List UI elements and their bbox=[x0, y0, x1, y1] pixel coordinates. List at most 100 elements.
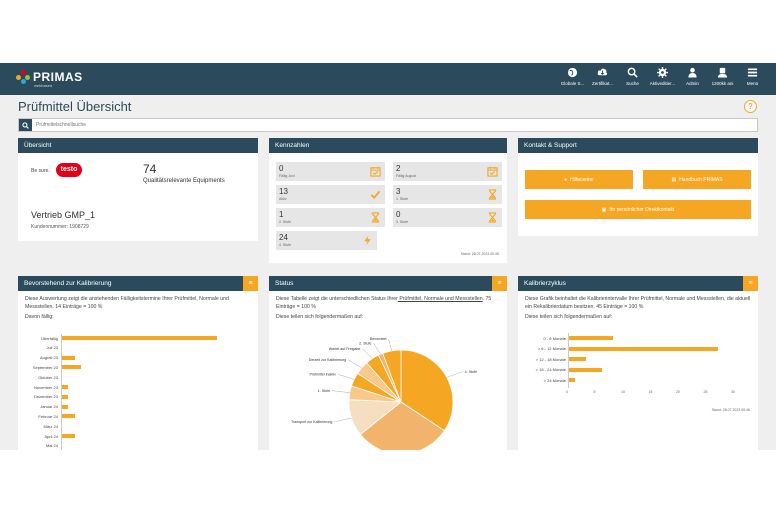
pie-slice-label: 2. Stufe bbox=[359, 341, 371, 345]
cal-bar bbox=[62, 434, 75, 438]
account-name: Vertrieb GMP_1 bbox=[31, 210, 96, 220]
cycle-tick-label: 20 bbox=[676, 389, 680, 394]
kpi-faellig-august[interactable]: 2 Fällig August bbox=[393, 162, 502, 181]
brand-name: PRIMAS bbox=[33, 70, 83, 84]
cycle-panel: Kalibrierzyklus ≡ Diese Grafik beinhalte… bbox=[518, 276, 758, 450]
cycle-header: Kalibrierzyklus ≡ bbox=[518, 276, 758, 291]
calibration-menu-button[interactable]: ≡ bbox=[243, 276, 258, 291]
status-equipment-link[interactable]: Prüfmittel, Normale und Messstellen bbox=[397, 296, 483, 302]
cal-bar bbox=[62, 365, 82, 370]
cal-category-label: Dezember 23 bbox=[33, 394, 58, 400]
user-icon bbox=[717, 67, 728, 78]
quick-search bbox=[18, 118, 758, 132]
pie-slice-label: 4. Stufe bbox=[465, 370, 477, 374]
cycle-category-label: > 6 - 12 Monate bbox=[537, 346, 566, 351]
cloud-download-icon bbox=[597, 67, 608, 78]
pie-leader-line bbox=[337, 374, 355, 380]
equipment-count-label: Qualitätsrelevante Equipments bbox=[143, 178, 225, 184]
kpi-title: Kennzahlen bbox=[275, 142, 310, 149]
status-pie-chart: 4. StufeAktivTransport zur Kalibrierung1… bbox=[291, 337, 477, 450]
nav-admin[interactable]: Admin bbox=[679, 67, 706, 86]
cycle-tick-label: 25 bbox=[703, 389, 708, 394]
cal-bar bbox=[62, 336, 217, 340]
help-button[interactable]: ? bbox=[744, 100, 757, 113]
cal-category-label: Januar 24 bbox=[40, 404, 58, 410]
kpi-stufe-1[interactable]: 3 1. Stufe bbox=[393, 185, 502, 204]
calibration-title: Bevorstehend zur Kalibrierung bbox=[24, 280, 112, 287]
pie-leader-line bbox=[348, 359, 362, 368]
cycle-tick-label: 5 bbox=[593, 389, 596, 394]
pie-slice[interactable] bbox=[359, 401, 445, 450]
kpi-header: Kennzahlen bbox=[269, 138, 507, 153]
nav-globale-suche[interactable]: Globale S... bbox=[559, 67, 586, 86]
nav-suche[interactable]: Suche bbox=[619, 67, 646, 86]
page-title: Prüfmittel Übersicht bbox=[18, 99, 132, 114]
pie-slice-label: Bevorratet bbox=[370, 337, 387, 341]
pie-slice-label: Derzeit zur Kalibrierung bbox=[309, 358, 347, 362]
cal-category-label: April 24 bbox=[44, 433, 58, 439]
cycle-timestamp: Stand: 28.07.2023 00:46 bbox=[711, 408, 750, 412]
cycle-tick-label: 0 bbox=[566, 389, 568, 394]
cycle-menu-button[interactable]: ≡ bbox=[743, 276, 758, 291]
cal-category-label: Mai 24 bbox=[45, 443, 58, 449]
kpi-timestamp: Stand: 28.07.2023 00:46 bbox=[460, 252, 499, 256]
customer-number: Kundennummer: 1908729 bbox=[31, 224, 89, 230]
cal-category-label: Überfällig bbox=[41, 335, 58, 341]
search-input[interactable] bbox=[32, 119, 757, 131]
pie-leader-line bbox=[446, 371, 463, 378]
cal-bar bbox=[62, 385, 69, 389]
nav-zertifikate[interactable]: Zertifikat... bbox=[589, 67, 616, 86]
cycle-bar bbox=[569, 357, 586, 361]
kpi-faellig-juni[interactable]: 0 Fällig Juni bbox=[276, 162, 385, 181]
calendar-check-icon bbox=[487, 166, 498, 177]
primas-logo[interactable]: PRIMAS webbased bbox=[16, 70, 83, 88]
cal-category-label: November 23 bbox=[33, 384, 58, 390]
handbuch-button[interactable]: ▤ Handbuch PRIMAS bbox=[643, 170, 751, 189]
nav-user-account[interactable]: 1200kk ani bbox=[709, 67, 736, 86]
cycle-category-label: 0 - 6 Monate bbox=[543, 335, 566, 341]
contact-title: Kontakt & Support bbox=[524, 142, 577, 149]
cycle-category-label: > 24 Monate bbox=[543, 377, 566, 383]
cal-bar bbox=[62, 404, 69, 409]
cal-category-label: August 23 bbox=[39, 355, 58, 361]
cycle-bar bbox=[569, 346, 718, 351]
cal-category-label: Februar 24 bbox=[38, 413, 58, 419]
kpi-aktiv[interactable]: 13 Aktiv bbox=[276, 185, 385, 204]
hourglass-icon bbox=[487, 212, 498, 223]
overview-panel: Übersicht Be sure. testo 74 Qualitätsrel… bbox=[18, 138, 258, 241]
gear-icon bbox=[657, 67, 668, 78]
check-icon bbox=[370, 189, 381, 200]
brand-subtitle: webbased bbox=[34, 83, 53, 88]
nav-aktivitaeten[interactable]: Aktiveditier... bbox=[649, 67, 676, 86]
cal-category-label: September 23 bbox=[32, 364, 58, 370]
brand-claim: Be sure. bbox=[31, 168, 50, 174]
status-title: Status bbox=[275, 280, 294, 287]
pie-slice[interactable] bbox=[382, 349, 402, 403]
calibration-bar-chart: Überfällig Juli 23 August 23 September 23 Ok… bbox=[18, 276, 258, 450]
pie-leader-line bbox=[362, 348, 373, 359]
search-icon bbox=[627, 67, 638, 78]
cycle-category-label: > 12 - 18 Monate bbox=[535, 356, 566, 362]
hilfecenter-button[interactable]: ● Hilfecenter bbox=[525, 170, 633, 189]
menu-icon bbox=[747, 67, 758, 78]
logo-mark-icon bbox=[16, 70, 30, 84]
kpi-stufe-2[interactable]: 1 2. Stufe bbox=[276, 208, 385, 227]
hourglass-icon bbox=[370, 212, 381, 223]
bolt-icon bbox=[362, 235, 373, 246]
testo-logo: testo bbox=[56, 163, 82, 177]
main-menu: Globale S... Zertifikat... Suche Aktived… bbox=[556, 67, 766, 86]
status-menu-button[interactable]: ≡ bbox=[492, 276, 507, 291]
search-icon[interactable] bbox=[19, 119, 32, 131]
status-description: Diese Tabelle zeigt die unterschiedliche… bbox=[276, 296, 492, 310]
pie-leader-line bbox=[332, 390, 350, 393]
direktkontakt-button[interactable]: ▣ Ihr persönlicher Direktkontakt bbox=[525, 200, 751, 219]
pie-slice-label: Prüfmittel inaktiv bbox=[310, 372, 337, 376]
cal-category-label: Oktober 23 bbox=[38, 374, 58, 380]
kpi-stufe-3[interactable]: 0 3. Stufe bbox=[393, 208, 502, 227]
kpi-stufe-4[interactable]: 24 4. Stufe bbox=[276, 231, 377, 250]
contact-panel: Kontakt & Support ● Hilfecenter ▤ Handbuch… bbox=[518, 138, 758, 236]
nav-menu[interactable]: Menü bbox=[739, 67, 766, 86]
pie-leader-line bbox=[388, 338, 392, 351]
cycle-bar bbox=[569, 336, 613, 340]
app-screen: PRIMAS webbased Globale S... Zertifikat.… bbox=[0, 63, 776, 450]
